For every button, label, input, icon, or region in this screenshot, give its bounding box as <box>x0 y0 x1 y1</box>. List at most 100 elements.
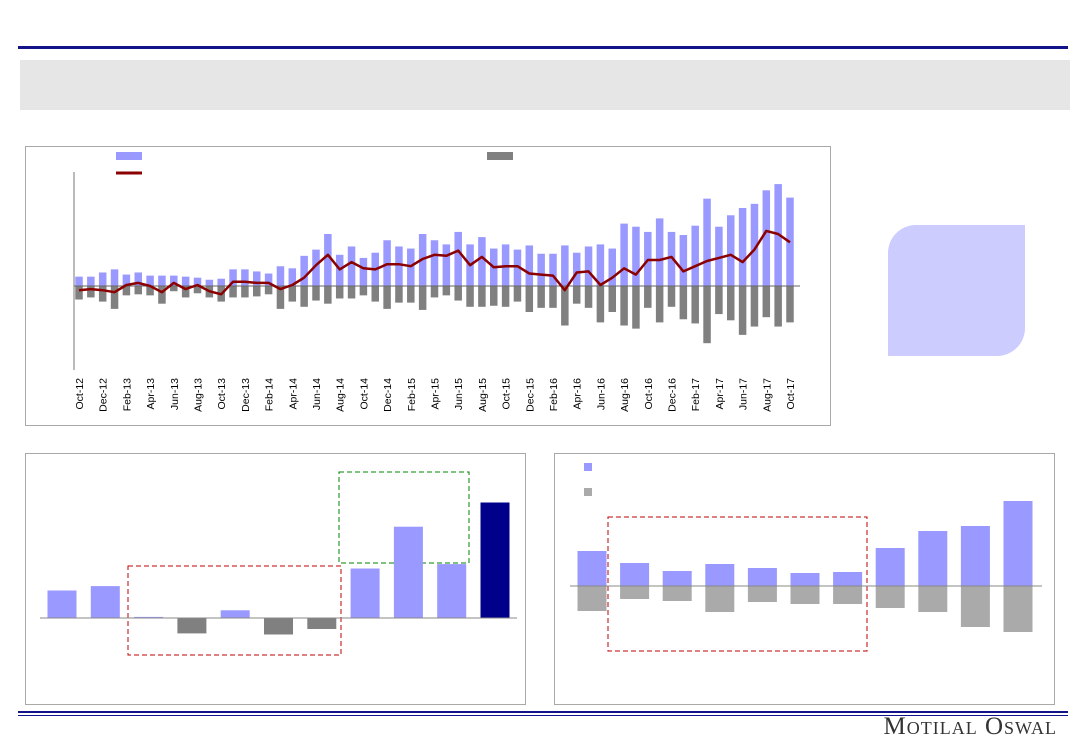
main-tick-label: Aug-17 <box>761 378 773 412</box>
left-bar <box>177 618 207 634</box>
left-bar <box>393 526 423 618</box>
right-bar-positive <box>833 572 863 586</box>
main-bar-negative <box>170 286 178 292</box>
legend-swatch-right-negative <box>584 488 592 496</box>
main-tick-label: Dec-15 <box>524 378 536 412</box>
main-bar-negative <box>537 286 545 308</box>
main-bar-positive <box>276 266 285 286</box>
main-tick-label: Dec-13 <box>240 378 252 412</box>
main-tick-label: Feb-15 <box>406 378 418 411</box>
main-bar-negative <box>87 286 95 298</box>
main-bar-positive <box>312 249 320 286</box>
main-bar-negative <box>561 286 569 326</box>
main-line-series <box>78 229 791 296</box>
main-tick-label: Feb-16 <box>548 378 560 411</box>
main-bar-positive <box>715 226 723 286</box>
right-bar-negative <box>747 586 777 602</box>
main-bar-negative <box>466 286 474 307</box>
right-bar-negative <box>577 586 607 611</box>
main-bar-negative <box>608 286 616 312</box>
main-bar-negative <box>454 286 462 301</box>
main-bar-negative <box>335 286 344 299</box>
main-bar-positive <box>750 203 759 286</box>
main-bar-positive <box>217 278 225 286</box>
main-bar-positive <box>205 279 214 286</box>
main-bar-negative <box>288 286 297 302</box>
main-bar-positive <box>691 225 699 286</box>
main-bar-positive <box>679 235 688 286</box>
main-bar-positive <box>158 275 166 286</box>
main-bar-positive <box>454 231 462 286</box>
main-bar-positive <box>98 272 107 286</box>
bottom-rule <box>18 711 1068 713</box>
main-bar-negative <box>229 286 237 298</box>
main-bar-negative <box>644 286 652 308</box>
main-tick-label: Oct-13 <box>216 378 228 410</box>
main-tick-label: Apr-15 <box>430 378 442 410</box>
main-tick-label: Apr-13 <box>145 378 157 410</box>
main-tick-label: Oct-15 <box>501 378 513 410</box>
main-bar-positive <box>170 275 178 286</box>
left-chart <box>40 502 517 635</box>
main-bar-positive <box>359 257 368 286</box>
main-tick-label: Dec-16 <box>667 378 679 412</box>
main-bar-positive <box>229 269 237 286</box>
main-bar-positive <box>620 223 628 286</box>
main-bar-positive <box>264 273 273 286</box>
main-bar-positive <box>655 218 664 286</box>
main-bar-positive <box>525 245 534 286</box>
main-bar-positive <box>584 246 593 286</box>
main-bar-positive <box>572 252 581 286</box>
main-bar-positive <box>253 271 261 286</box>
main-tick-label: Apr-17 <box>714 378 726 410</box>
main-tick-label: Apr-16 <box>572 378 584 410</box>
main-bar-positive <box>134 272 142 286</box>
main-bar-positive <box>667 231 676 286</box>
main-bar-negative <box>312 286 320 301</box>
right-bar-positive <box>1003 501 1033 586</box>
main-tick-label: Aug-15 <box>477 378 489 412</box>
highlight-box-left <box>127 565 342 656</box>
main-bar-positive <box>193 277 202 286</box>
main-tick-label: Oct-14 <box>358 378 370 410</box>
brand-logo: Motilal Oswal <box>883 713 1057 740</box>
main-tick-label: Dec-12 <box>98 378 110 412</box>
main-tick-label: Jun-17 <box>738 378 750 410</box>
main-bar-negative <box>679 286 688 320</box>
bottom-rule-thin <box>18 715 1068 716</box>
main-bar-positive <box>347 246 356 286</box>
main-bar-negative <box>442 286 451 296</box>
main-bar-positive <box>395 246 403 286</box>
main-bar-negative <box>300 286 308 307</box>
main-bar-negative <box>572 286 581 304</box>
main-bar-negative <box>324 286 332 304</box>
main-bar-negative <box>490 286 498 306</box>
main-bar-positive <box>241 269 249 286</box>
main-bar-negative <box>383 286 391 309</box>
main-tick-label: Oct-12 <box>74 378 86 410</box>
right-bar-positive <box>662 571 692 586</box>
main-bar-positive <box>324 234 332 286</box>
main-bar-positive <box>537 253 545 286</box>
right-bar-negative <box>790 586 820 604</box>
main-tick-label: Aug-14 <box>335 378 347 412</box>
main-bar-positive <box>727 215 735 286</box>
main-bar-negative <box>241 286 249 298</box>
main-bar-negative <box>347 286 356 299</box>
main-bar-positive <box>430 240 439 286</box>
main-tick-label: Jun-16 <box>595 378 607 410</box>
main-bar-negative <box>407 286 415 303</box>
main-bar-positive <box>549 253 557 286</box>
main-bar-negative <box>655 286 664 323</box>
main-bar-negative <box>371 286 379 302</box>
main-bar-negative <box>430 286 439 298</box>
header-band <box>20 60 1070 110</box>
main-bar-positive <box>632 226 640 286</box>
top-rule <box>18 46 1068 49</box>
main-bar-negative <box>596 286 605 323</box>
main-bar-positive <box>703 198 711 286</box>
left-bar <box>90 586 120 618</box>
main-bar-positive <box>181 276 190 286</box>
main-bar-negative <box>750 286 759 327</box>
